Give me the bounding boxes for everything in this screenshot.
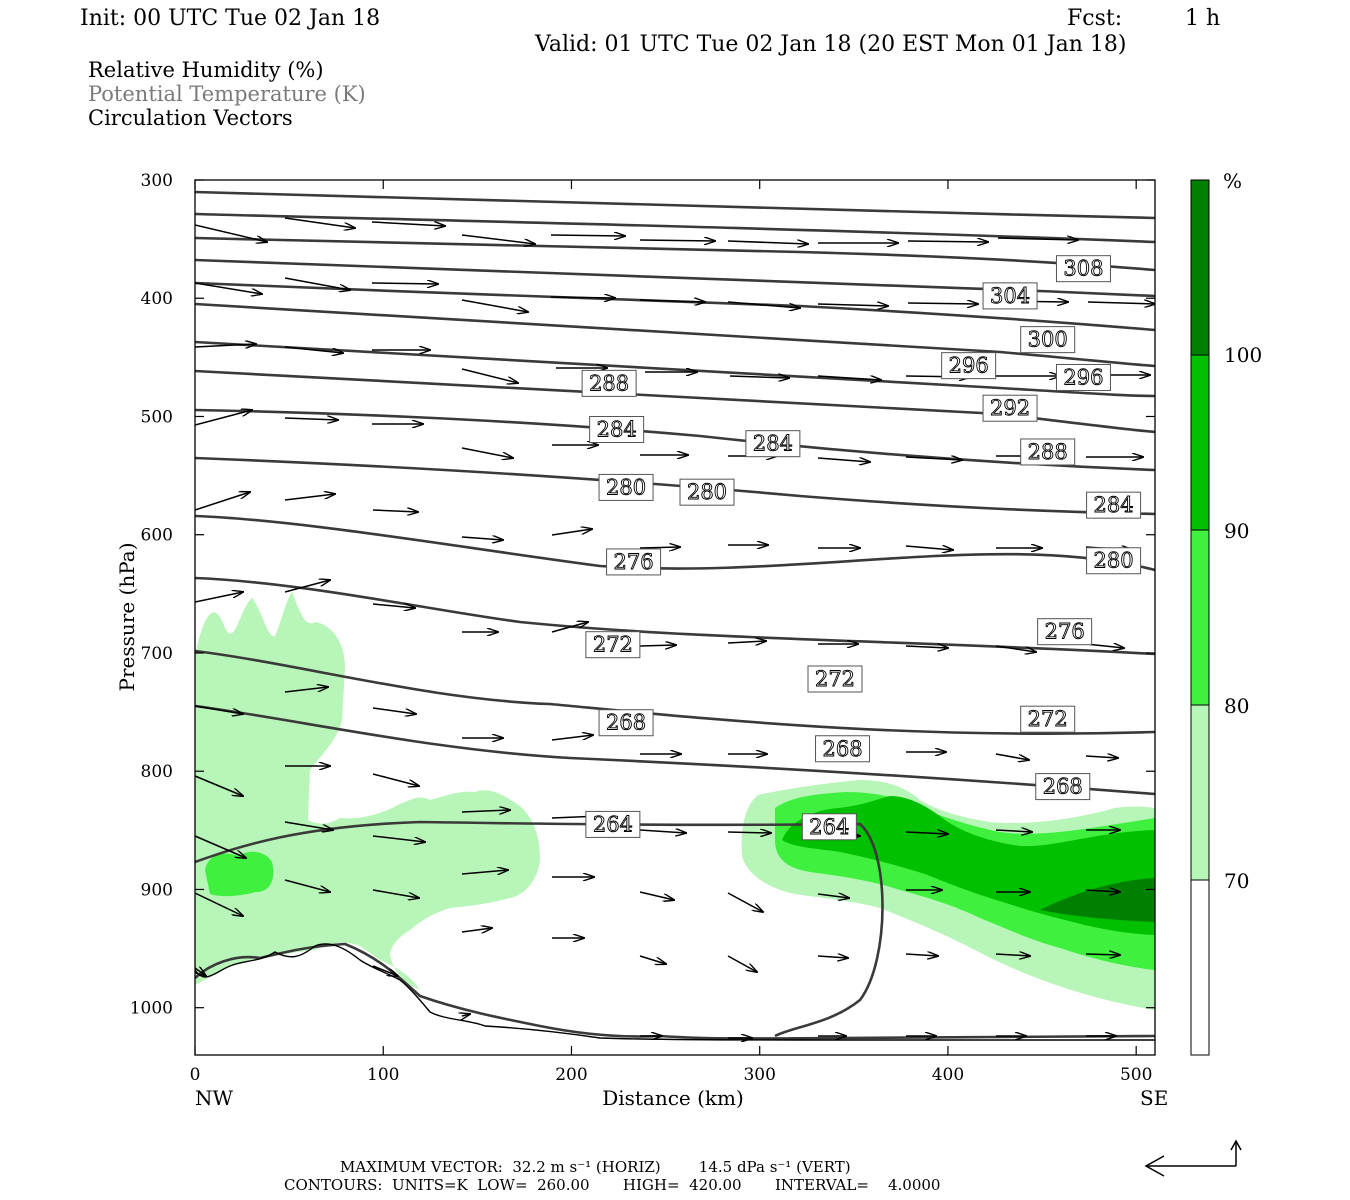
- theta-contour-label: 268: [815, 735, 871, 763]
- colorbar-unit: %: [1223, 169, 1242, 193]
- theta-contours: [195, 190, 1155, 1040]
- colorbar-label-90: 90: [1224, 519, 1249, 543]
- svg-text:268: 268: [822, 737, 862, 761]
- theta-contour-label: 284: [589, 415, 645, 443]
- x-tick-label: 300: [743, 1065, 775, 1085]
- circulation-vectors: [195, 217, 1155, 1038]
- svg-text:284: 284: [597, 417, 637, 441]
- y-tick-label: 600: [141, 526, 173, 546]
- y-tick-label: 900: [141, 880, 173, 900]
- y-tick-label: 300: [141, 171, 173, 191]
- forecast-hour-value: 1 h: [1185, 6, 1220, 31]
- plot-frame: [194, 179, 1156, 1056]
- theta-contour-label: 284: [1086, 491, 1142, 519]
- theta-contour-label: 264: [585, 810, 641, 838]
- theta-contour-label: 288: [1020, 438, 1076, 466]
- x-tick-label: 100: [367, 1065, 399, 1085]
- x-tick-label: 400: [932, 1065, 964, 1085]
- rh-colorbar: % 100 90 80 70: [1190, 169, 1262, 1056]
- x-tick-label: 0: [190, 1065, 201, 1085]
- svg-text:280: 280: [1094, 549, 1134, 573]
- theta-contour-label: 268: [598, 709, 654, 737]
- colorbar-label-100: 100: [1224, 343, 1262, 367]
- svg-text:276: 276: [614, 550, 654, 574]
- theta-contour-label: 272: [585, 631, 641, 659]
- colorbar-band-below-70: [1190, 879, 1210, 1056]
- theta-contour-label: 300: [1020, 326, 1076, 354]
- svg-text:292: 292: [990, 396, 1030, 420]
- colorbar-band-above-100: [1190, 179, 1210, 356]
- svg-text:304: 304: [990, 284, 1030, 308]
- svg-text:276: 276: [1045, 620, 1085, 644]
- theta-contour-label: 280: [598, 473, 654, 501]
- field-name-vectors: Circulation Vectors: [88, 106, 293, 130]
- theta-contour-label: 276: [606, 548, 662, 576]
- x-tick-label: 500: [1120, 1065, 1152, 1085]
- theta-contour-label: 280: [1086, 547, 1142, 575]
- rh-100-plus-region: [1040, 878, 1155, 922]
- y-tick-label: 400: [141, 289, 173, 309]
- reference-vector-icon: [1144, 1139, 1242, 1177]
- x-axis-title: Distance (km): [602, 1086, 744, 1110]
- theta-contour-label: 264: [801, 813, 857, 841]
- x-axis: 0 100 200 300 400 500: [190, 180, 1152, 1085]
- svg-text:284: 284: [1094, 493, 1134, 517]
- colorbar-label-70: 70: [1224, 869, 1249, 893]
- svg-text:264: 264: [809, 815, 849, 839]
- svg-text:296: 296: [949, 354, 989, 378]
- svg-text:264: 264: [593, 812, 633, 836]
- svg-text:272: 272: [1028, 707, 1068, 731]
- y-tick-label: 500: [141, 407, 173, 427]
- colorbar-band-70-80: [1190, 704, 1210, 881]
- svg-text:268: 268: [606, 711, 646, 735]
- svg-text:288: 288: [1028, 440, 1068, 464]
- colorbar-band-80-90: [1190, 529, 1210, 706]
- theta-contour-label: 280: [679, 478, 735, 506]
- y-tick-label: 700: [141, 644, 173, 664]
- theta-contour-label: 284: [745, 430, 801, 458]
- x-axis-right-end-label: SE: [1140, 1086, 1168, 1110]
- svg-text:272: 272: [593, 633, 633, 657]
- theta-contour-label: 276: [1037, 618, 1093, 646]
- theta-contour-label: 288: [581, 369, 637, 397]
- theta-contour-label: 296: [1055, 363, 1111, 391]
- svg-text:300: 300: [1028, 328, 1068, 352]
- x-tick-label: 200: [555, 1065, 587, 1085]
- y-tick-label: 1000: [130, 999, 173, 1019]
- x-axis-left-end-label: NW: [195, 1086, 234, 1110]
- svg-text:296: 296: [1063, 365, 1103, 389]
- field-name-rh: Relative Humidity (%): [88, 58, 324, 82]
- svg-text:280: 280: [606, 475, 646, 499]
- y-axis: 300 400 500 600 700 800 900 1000: [130, 171, 1155, 1019]
- svg-text:268: 268: [1043, 775, 1083, 799]
- init-time: Init: 00 UTC Tue 02 Jan 18: [80, 6, 380, 31]
- theta-contour-label: 296: [941, 352, 997, 380]
- svg-text:308: 308: [1063, 257, 1103, 281]
- theta-contour-label: 308: [1055, 255, 1111, 283]
- max-vector-note: MAXIMUM VECTOR: 32.2 m s⁻¹ (HORIZ) 14.5 …: [340, 1158, 851, 1176]
- svg-text:284: 284: [753, 432, 793, 456]
- svg-text:280: 280: [687, 480, 727, 504]
- theta-contour-label: 272: [807, 665, 863, 693]
- valid-time: Valid: 01 UTC Tue 02 Jan 18 (20 EST Mon …: [534, 32, 1126, 57]
- theta-contour-label: 292: [982, 394, 1038, 422]
- field-name-theta: Potential Temperature (K): [88, 82, 366, 106]
- theta-contour-label: 272: [1020, 705, 1076, 733]
- svg-text:272: 272: [815, 667, 855, 691]
- y-axis-title: Pressure (hPa): [115, 543, 139, 692]
- colorbar-band-90-100: [1190, 354, 1210, 531]
- colorbar-label-80: 80: [1224, 694, 1249, 718]
- forecast-hour-label: Fcst:: [1067, 6, 1122, 31]
- theta-contour-label: 268: [1035, 773, 1091, 801]
- svg-text:288: 288: [589, 371, 629, 395]
- y-tick-label: 800: [141, 762, 173, 782]
- theta-contour-label: 304: [982, 282, 1038, 310]
- terrain-outline: [195, 943, 1155, 1041]
- contour-info-note: CONTOURS: UNITS=K LOW= 260.00 HIGH= 420.…: [284, 1176, 940, 1194]
